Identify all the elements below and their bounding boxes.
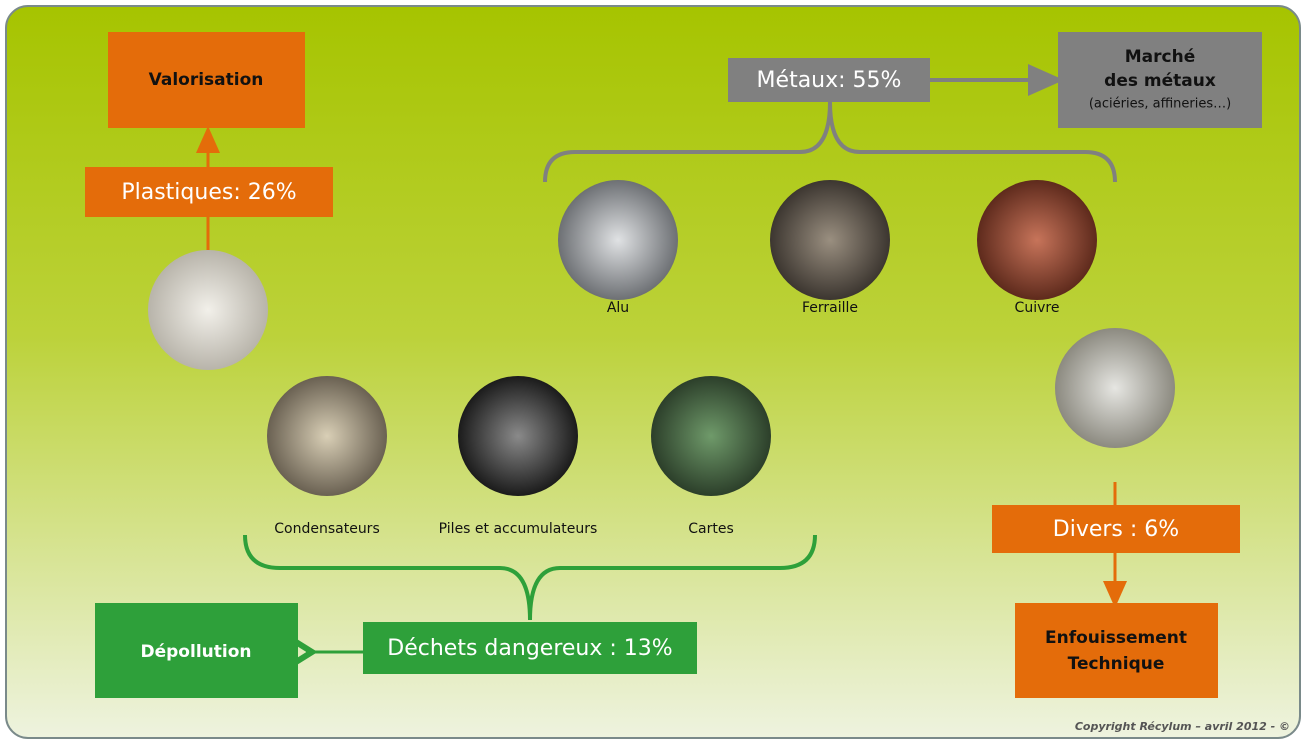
metaux-label: Métaux: 55% bbox=[757, 68, 902, 93]
divers-label: Divers : 6% bbox=[1053, 517, 1179, 542]
enfouissement-box bbox=[1015, 603, 1218, 698]
marche-label: Marché bbox=[1125, 47, 1195, 67]
plastiques-photo bbox=[148, 250, 268, 370]
cartes-label: Cartes bbox=[688, 521, 734, 537]
piles-label: Piles et accumulateurs bbox=[439, 521, 598, 537]
marche-label: des métaux bbox=[1104, 71, 1216, 91]
ferraille-photo bbox=[770, 180, 890, 300]
condensateurs-photo bbox=[267, 376, 387, 496]
depollution-label: Dépollution bbox=[141, 642, 252, 662]
copyright: Copyright Récylum – avril 2012 - © bbox=[1075, 720, 1290, 733]
condensateurs-label: Condensateurs bbox=[274, 521, 380, 537]
alu-photo bbox=[558, 180, 678, 300]
cuivre-photo bbox=[977, 180, 1097, 300]
alu-label: Alu bbox=[607, 300, 629, 316]
marche-note: (aciéries, affineries…) bbox=[1089, 97, 1231, 112]
ferraille-label: Ferraille bbox=[802, 300, 858, 316]
enfouissement-label: Technique bbox=[1068, 654, 1165, 674]
dechets-label: Déchets dangereux : 13% bbox=[387, 636, 672, 661]
diagram: Valorisation Plastiques: 26% Métaux: 55%… bbox=[0, 0, 1306, 744]
piles-photo bbox=[458, 376, 578, 496]
cartes-photo bbox=[651, 376, 771, 496]
valorisation-label: Valorisation bbox=[149, 70, 264, 90]
plastiques-label: Plastiques: 26% bbox=[121, 180, 296, 205]
divers-photo bbox=[1055, 328, 1175, 448]
page: Valorisation Plastiques: 26% Métaux: 55%… bbox=[0, 0, 1306, 744]
cuivre-label: Cuivre bbox=[1015, 300, 1060, 316]
enfouissement-label: Enfouissement bbox=[1045, 628, 1187, 648]
